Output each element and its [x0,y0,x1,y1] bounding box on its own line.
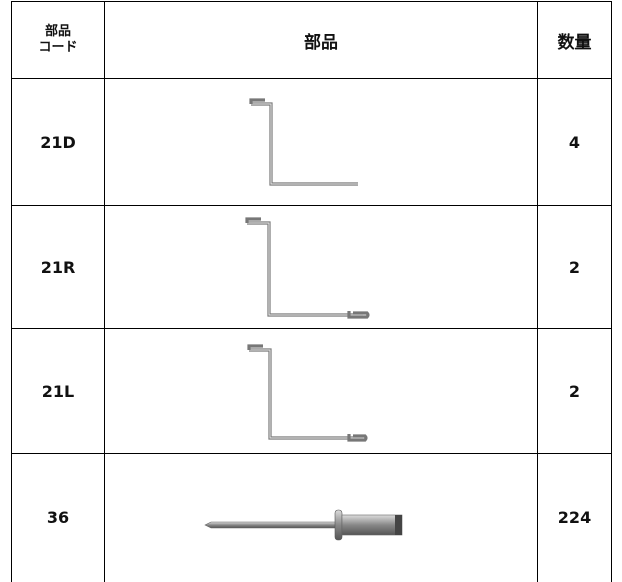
parts-table: 部品 コード 部品 数量 21D 4 21R 2 21L [11,1,612,582]
header-cell: 数量 [537,1,612,79]
quantity-cell: 2 [537,205,612,329]
part-image [245,216,370,319]
image-cell [104,328,538,454]
row: 21L 2 [11,328,612,454]
part-image [204,509,403,541]
header-cell: 部品 コード [11,1,105,79]
quantity-cell: 4 [537,78,612,206]
code-cell: 21R [11,205,105,329]
row: 36 224 [11,453,612,582]
code-cell: 36 [11,453,105,582]
part-image [249,97,358,186]
quantity-cell: 224 [537,453,612,582]
image-cell [104,453,538,582]
header-cell: 部品 [104,1,538,79]
quantity-cell: 2 [537,328,612,454]
row: 21R 2 [11,205,612,329]
row: 21D 4 [11,78,612,206]
image-cell [104,205,538,329]
part-image [247,343,368,442]
code-cell: 21L [11,328,105,454]
code-cell: 21D [11,78,105,206]
header-row: 部品 コード 部品 数量 [11,1,612,79]
image-cell [104,78,538,206]
